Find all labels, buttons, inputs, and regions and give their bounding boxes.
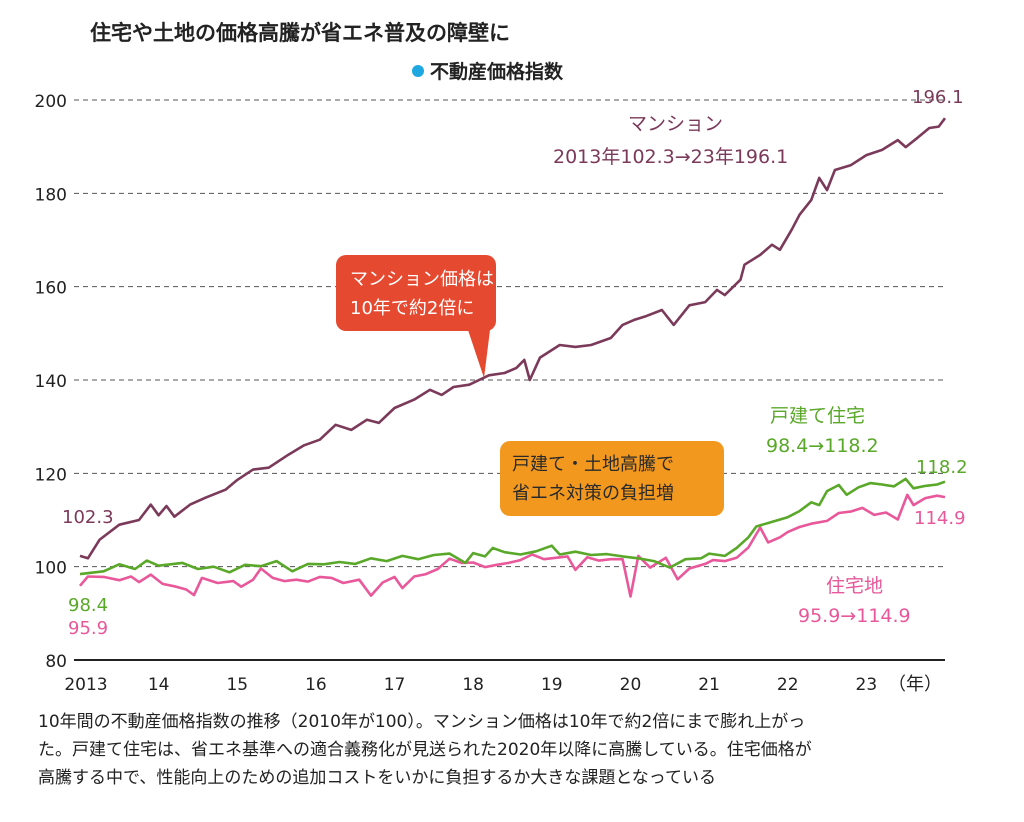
caption-line-1: 10年間の不動産価格指数の推移（2010年が100）。マンション価格は10年で約… xyxy=(38,712,806,732)
x-tick-label: 15 xyxy=(226,675,248,695)
caption-line-2: た。戸建て住宅は、省エネ基準への適合義務化が見送られた2020年以降に高騰してい… xyxy=(38,740,812,760)
y-tick-label: 160 xyxy=(35,279,67,299)
detached-land-callout: 戸建て・土地高騰で 省エネ対策の負担増 xyxy=(500,441,724,516)
land-annotation-1: 住宅地 xyxy=(826,575,883,597)
chart-title: 住宅や土地の価格高騰が省エネ普及の障壁に xyxy=(90,21,510,45)
y-tick-label: 120 xyxy=(35,465,67,485)
detached-end-label: 118.2 xyxy=(916,457,968,478)
detached-annotation-2: 98.4→118.2 xyxy=(766,435,879,457)
x-unit-label: （年） xyxy=(888,674,942,695)
series-line-residential-land xyxy=(79,493,946,598)
legend-label: 不動産価格指数 xyxy=(430,60,564,83)
mansion-callout: マンション価格は 10年で約2倍に xyxy=(336,255,496,378)
y-tick-label: 180 xyxy=(35,185,67,205)
land-start-label: 95.9 xyxy=(68,618,108,639)
x-tick-label: 17 xyxy=(384,675,406,695)
y-tick-label: 80 xyxy=(45,652,67,672)
mansion-callout-line-2: 10年で約2倍に xyxy=(350,298,474,319)
series-line-detached-house xyxy=(79,477,946,576)
detached-start-label: 98.4 xyxy=(68,595,108,616)
x-tick-label: 18 xyxy=(462,675,484,695)
x-tick-label: 16 xyxy=(305,675,327,695)
x-tick-label: 23 xyxy=(856,675,878,695)
x-tick-label: 22 xyxy=(777,675,799,695)
x-tick-label: 19 xyxy=(541,675,563,695)
mansion-annotation-2: 2013年102.3→23年196.1 xyxy=(553,146,788,168)
x-tick-label: 14 xyxy=(148,675,170,695)
price-index-chart: 住宅や土地の価格高騰が省エネ普及の障壁に 不動産価格指数 80 100 120 140… xyxy=(35,21,968,695)
figure-caption: 10年間の不動産価格指数の推移（2010年が100）。マンション価格は10年で約… xyxy=(38,708,998,792)
y-tick-label: 100 xyxy=(35,559,67,579)
y-tick-label: 200 xyxy=(35,92,67,112)
caption-line-3: 高騰する中で、性能向上のための追加コストをいかに負担するか大きな課題となっている xyxy=(38,768,716,788)
series-line-mansion xyxy=(79,117,947,560)
legend-marker xyxy=(412,65,424,77)
detached-callout-line-2: 省エネ対策の負担増 xyxy=(512,483,674,504)
x-tick-label: 2013 xyxy=(64,675,107,695)
detached-callout-line-1: 戸建て・土地高騰で xyxy=(512,454,674,475)
mansion-start-label: 102.3 xyxy=(62,507,114,528)
mansion-callout-line-1: マンション価格は xyxy=(350,269,494,290)
land-annotation-2: 95.9→114.9 xyxy=(798,605,911,627)
x-tick-label: 20 xyxy=(620,675,642,695)
mansion-annotation-1: マンション xyxy=(628,113,723,135)
detached-annotation-1: 戸建て住宅 xyxy=(770,405,865,427)
x-tick-label: 21 xyxy=(698,675,720,695)
mansion-end-label: 196.1 xyxy=(912,87,964,108)
y-tick-label: 140 xyxy=(35,372,67,392)
land-end-label: 114.9 xyxy=(914,508,966,529)
